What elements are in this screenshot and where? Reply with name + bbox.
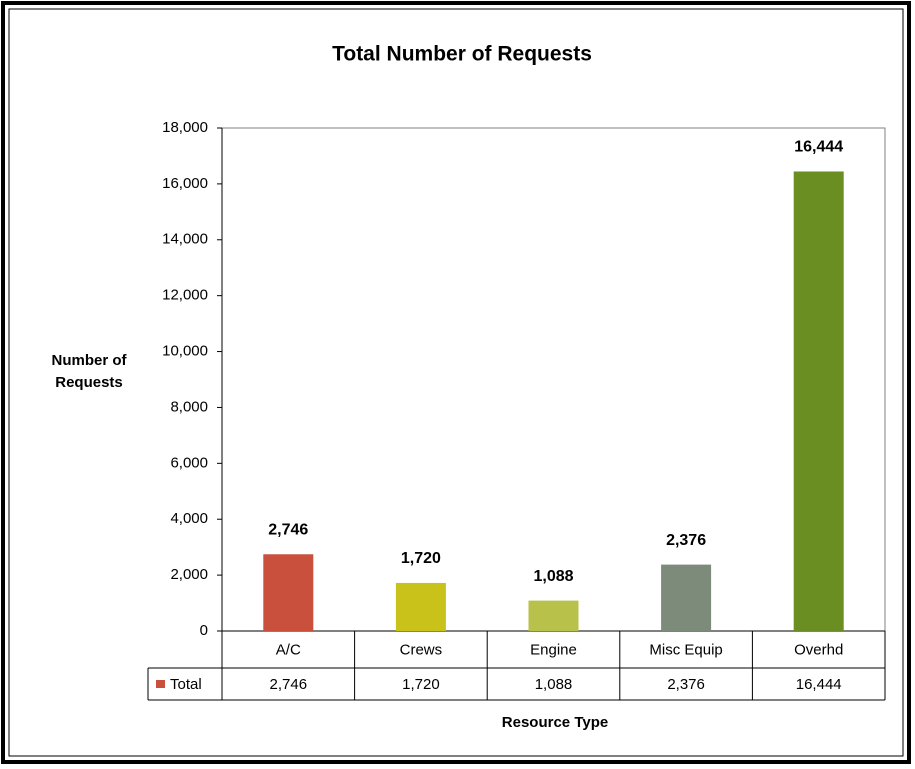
y-tick-label: 12,000 (162, 287, 208, 304)
x-tick-label: Crews (400, 641, 443, 658)
x-axis-title: Resource Type (502, 714, 608, 731)
y-tick-label: 18,000 (162, 119, 208, 136)
plot-area (221, 127, 886, 632)
legend-key (156, 680, 165, 688)
bar (793, 171, 844, 631)
y-tick-label: 6,000 (170, 454, 208, 471)
table-value: 2,376 (667, 676, 705, 693)
bar (263, 554, 314, 631)
table-value: 1,720 (402, 676, 440, 693)
x-tick-label: Engine (530, 641, 577, 658)
y-tick-label: 14,000 (162, 231, 208, 248)
x-tick-label: Overhd (794, 641, 843, 658)
data-label: 1,720 (401, 550, 441, 567)
data-label: 2,746 (268, 521, 308, 538)
y-tick-label: 10,000 (162, 343, 208, 360)
table-value: 16,444 (796, 676, 842, 693)
bar (395, 582, 446, 631)
inner-frame (8, 8, 904, 757)
table-value: 2,746 (270, 676, 308, 693)
bar (661, 564, 712, 631)
chart-title: Total Number of Requests (332, 43, 592, 66)
data-label: 2,376 (666, 532, 706, 549)
y-tick-label: 16,000 (162, 175, 208, 192)
data-label: 1,088 (533, 568, 573, 585)
table-value: 1,088 (535, 676, 573, 693)
data-label: 16,444 (794, 139, 843, 156)
x-tick-label: Misc Equip (649, 641, 722, 658)
y-tick-label: 2,000 (170, 566, 208, 583)
y-tick-label: 0 (200, 622, 208, 639)
bar (528, 600, 579, 631)
y-tick-label: 8,000 (170, 398, 208, 415)
y-tick-label: 4,000 (170, 510, 208, 527)
x-tick-label: A/C (276, 641, 301, 658)
y-axis-title: Number of Requests (51, 352, 127, 391)
legend-label: Total (170, 676, 202, 693)
